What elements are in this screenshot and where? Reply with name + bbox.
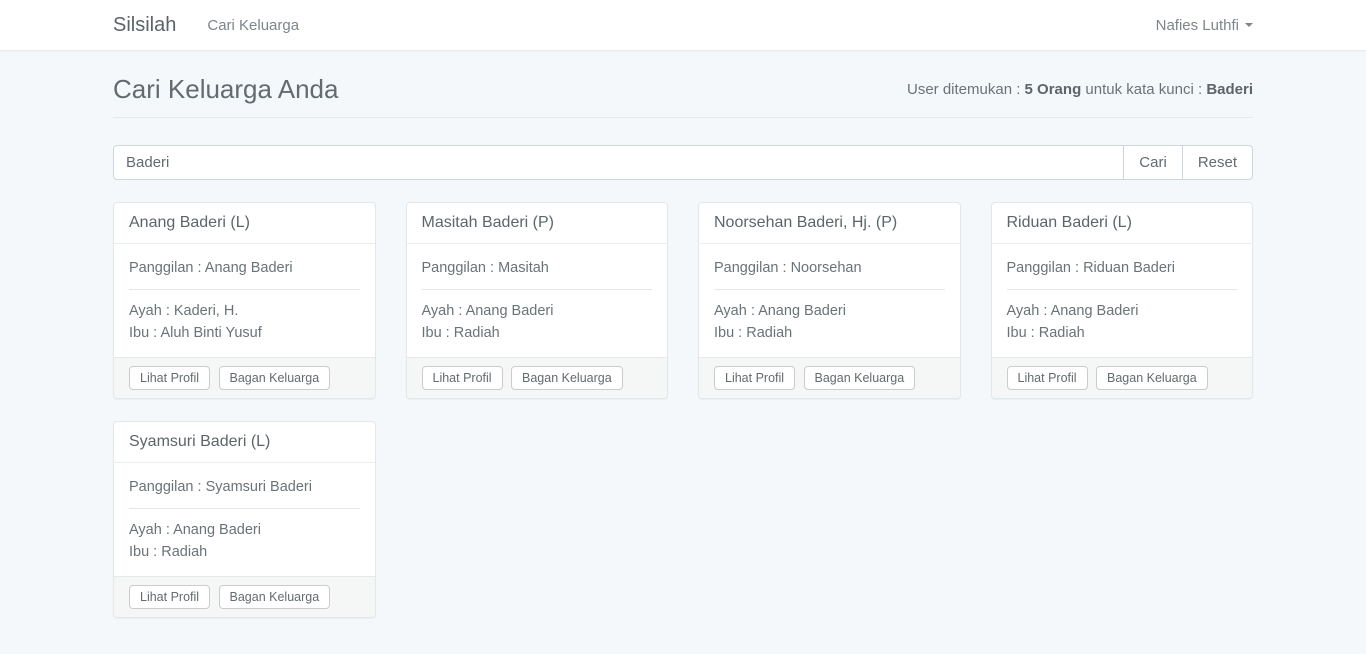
mother-line: Ibu : Radiah bbox=[1006, 325, 1085, 341]
search-input[interactable] bbox=[113, 145, 1125, 180]
view-profile-button[interactable]: Lihat Profil bbox=[1006, 366, 1088, 390]
person-card-title: Masitah Baderi (P) bbox=[406, 203, 667, 244]
mother-line: Ibu : Radiah bbox=[129, 544, 208, 560]
person-card: Masitah Baderi (P) Panggilan : Masitah A… bbox=[405, 202, 668, 399]
family-chart-button[interactable]: Bagan Keluarga bbox=[1096, 366, 1208, 390]
person-card-title: Noorsehan Baderi, Hj. (P) bbox=[699, 203, 960, 244]
nickname-line: Panggilan : Masitah bbox=[421, 260, 549, 276]
view-profile-button[interactable]: Lihat Profil bbox=[129, 366, 211, 390]
brand-link[interactable]: Silsilah bbox=[113, 13, 177, 36]
view-profile-button[interactable]: Lihat Profil bbox=[714, 366, 796, 390]
person-card: Noorsehan Baderi, Hj. (P) Panggilan : No… bbox=[698, 202, 961, 399]
view-profile-button[interactable]: Lihat Profil bbox=[129, 585, 211, 609]
father-line: Ayah : Kaderi, H. bbox=[129, 303, 239, 319]
user-menu-toggle[interactable]: Nafies Luthfi bbox=[1156, 17, 1253, 34]
search-submit-button[interactable]: Cari bbox=[1123, 145, 1183, 180]
family-chart-button[interactable]: Bagan Keluarga bbox=[218, 366, 331, 390]
father-line: Ayah : Anang Baderi bbox=[421, 303, 554, 319]
father-line: Ayah : Anang Baderi bbox=[129, 522, 261, 538]
mother-line: Ibu : Aluh Binti Yusuf bbox=[129, 325, 262, 341]
divider bbox=[714, 289, 945, 290]
father-line: Ayah : Anang Baderi bbox=[1006, 303, 1139, 319]
nickname-line: Panggilan : Riduan Baderi bbox=[1006, 260, 1175, 276]
family-chart-button[interactable]: Bagan Keluarga bbox=[218, 585, 331, 609]
nickname-line: Panggilan : Syamsuri Baderi bbox=[129, 479, 312, 495]
result-middle: untuk kata kunci : bbox=[1081, 81, 1207, 98]
mother-line: Ibu : Radiah bbox=[714, 325, 793, 341]
page-title: Cari Keluarga Anda bbox=[113, 74, 339, 104]
result-prefix: User ditemukan : bbox=[907, 81, 1025, 98]
person-card: Riduan Baderi (L) Panggilan : Riduan Bad… bbox=[990, 202, 1253, 399]
nickname-line: Panggilan : Noorsehan bbox=[714, 260, 862, 276]
user-name: Nafies Luthfi bbox=[1155, 16, 1239, 34]
results-grid: Anang Baderi (L) Panggilan : Anang Bader… bbox=[113, 202, 1253, 618]
result-keyword: Baderi bbox=[1206, 81, 1253, 98]
nav-item-cari-keluarga[interactable]: Cari Keluarga bbox=[207, 16, 300, 34]
family-chart-button[interactable]: Bagan Keluarga bbox=[511, 366, 623, 390]
divider bbox=[421, 289, 652, 290]
page-header: Cari Keluarga Anda User ditemukan : 5 Or… bbox=[113, 74, 1253, 118]
father-line: Ayah : Anang Baderi bbox=[714, 303, 846, 319]
search-form: Cari Reset bbox=[113, 145, 1253, 180]
family-chart-button[interactable]: Bagan Keluarga bbox=[803, 366, 916, 390]
search-reset-button[interactable]: Reset bbox=[1181, 145, 1253, 180]
caret-down-icon bbox=[1245, 23, 1253, 27]
divider bbox=[129, 508, 360, 509]
person-card: Anang Baderi (L) Panggilan : Anang Bader… bbox=[113, 202, 376, 399]
view-profile-button[interactable]: Lihat Profil bbox=[421, 366, 503, 390]
divider bbox=[129, 289, 360, 290]
result-count: 5 Orang bbox=[1024, 81, 1082, 98]
person-card-title: Syamsuri Baderi (L) bbox=[114, 422, 375, 463]
person-card-title: Anang Baderi (L) bbox=[114, 203, 375, 244]
divider bbox=[1006, 289, 1237, 290]
person-card-title: Riduan Baderi (L) bbox=[991, 203, 1252, 244]
person-card: Syamsuri Baderi (L) Panggilan : Syamsuri… bbox=[113, 421, 376, 618]
nickname-line: Panggilan : Anang Baderi bbox=[129, 260, 293, 276]
mother-line: Ibu : Radiah bbox=[421, 325, 500, 341]
result-summary: User ditemukan : 5 Orang untuk kata kunc… bbox=[907, 81, 1253, 98]
navbar: Silsilah Cari Keluarga Nafies Luthfi bbox=[0, 0, 1366, 51]
